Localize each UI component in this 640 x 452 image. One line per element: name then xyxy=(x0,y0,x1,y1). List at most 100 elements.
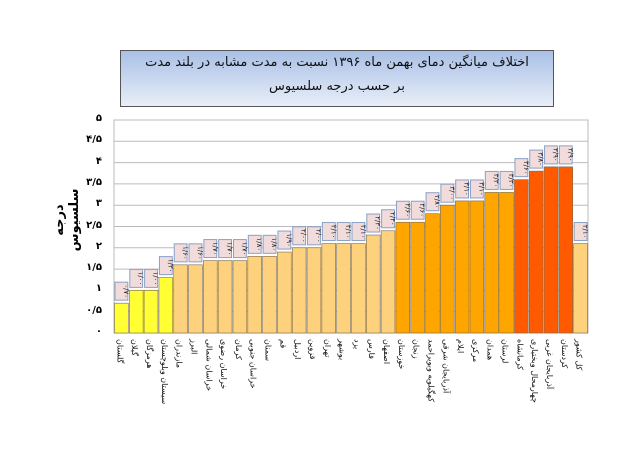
y-tick-label: ۱/۵ xyxy=(86,262,102,274)
data-label: ۱/۷۰ xyxy=(240,242,248,256)
bar xyxy=(484,192,499,334)
data-label-box xyxy=(158,256,173,276)
x-tick-label: زنجان xyxy=(411,339,421,359)
bar xyxy=(469,200,485,334)
data-label: ۳/۳۰ xyxy=(507,174,515,188)
x-tick-label: خوزستان xyxy=(396,339,406,370)
data-label: ۱/۳۰ xyxy=(166,259,174,273)
bar xyxy=(158,277,174,334)
data-label-box xyxy=(307,226,321,246)
bar xyxy=(173,264,188,334)
x-tick-label: گلستان xyxy=(115,339,125,364)
chart-title-box: اختلاف میانگین دمای بهمن ماه ۱۳۹۶ نسبت ب… xyxy=(120,50,554,107)
x-tick-label: گیلان xyxy=(130,339,140,356)
bar xyxy=(440,204,455,334)
bar xyxy=(366,234,381,334)
data-label: ۰/۷۰ xyxy=(122,284,130,298)
y-tick-label: ۳/۵ xyxy=(86,176,102,188)
x-tick-label: خراسان رضوی xyxy=(219,339,229,390)
chart-subtitle: بر حسب درجه سلسیوس xyxy=(269,79,405,94)
y-tick-label: ۴ xyxy=(95,155,102,167)
y-tick-label: ۳ xyxy=(95,198,102,210)
data-label-box xyxy=(395,200,410,220)
data-label-box xyxy=(484,170,499,190)
bar xyxy=(573,243,588,334)
y-tick-label: ۲ xyxy=(95,240,102,252)
data-label: ۲/۱۰ xyxy=(581,225,589,239)
x-tick-label: اصفهان xyxy=(382,339,392,365)
data-label-box xyxy=(203,239,218,259)
bar xyxy=(277,251,292,334)
data-label-box xyxy=(514,158,529,178)
x-tick-label: سمنان xyxy=(263,339,273,362)
x-tick-label: چهارمحال وبختیاری xyxy=(530,339,540,403)
data-label-box xyxy=(558,145,573,165)
data-label: ۳/۹۰ xyxy=(566,148,574,162)
data-label: ۲/۰۰ xyxy=(314,229,322,243)
data-label: ۲/۶۰ xyxy=(403,203,411,217)
y-tick-label: ۰/۵ xyxy=(86,304,102,316)
bar xyxy=(410,221,425,334)
y-tick-label: ۴/۵ xyxy=(86,134,102,146)
data-label-box xyxy=(529,149,544,169)
y-tick-label: ۵ xyxy=(95,113,102,124)
data-label: ۳/۶۰ xyxy=(522,161,530,175)
bar xyxy=(351,243,366,334)
x-tick-label: تهران xyxy=(322,339,332,358)
bar xyxy=(454,200,470,334)
data-label: ۳/۹۰ xyxy=(551,148,559,162)
data-label: ۲/۱۰ xyxy=(329,225,337,239)
bar xyxy=(528,170,544,334)
x-tick-label: کهگیلویه وبویراحمد xyxy=(426,339,436,403)
x-tick-label: کردستان xyxy=(559,339,569,369)
data-label-box xyxy=(410,200,425,220)
data-label: ۱/۰۰ xyxy=(137,272,145,286)
x-tick-label: خراسان جنوبی xyxy=(248,339,258,389)
bar xyxy=(143,290,159,334)
data-label-box xyxy=(544,145,558,165)
bar xyxy=(558,166,573,334)
x-tick-label: کرمانشاه xyxy=(515,339,525,370)
data-label: ۱/۰۰ xyxy=(152,272,160,286)
bar xyxy=(514,179,529,334)
data-label: ۲/۳۰ xyxy=(374,216,382,230)
data-label: ۱/۶۰ xyxy=(196,246,204,260)
x-tick-label: قم xyxy=(278,339,288,349)
bar xyxy=(129,290,144,334)
data-label: ۲/۱۰ xyxy=(359,225,367,239)
bar xyxy=(203,260,218,334)
data-label: ۱/۹۰ xyxy=(285,233,293,247)
x-tick-label: مرکزی xyxy=(470,339,480,363)
bar xyxy=(425,213,440,334)
data-label-box xyxy=(218,239,232,259)
bar xyxy=(306,247,322,334)
data-label-box xyxy=(455,179,469,199)
data-label: ۱/۸۰ xyxy=(255,237,263,251)
x-tick-label: فارس xyxy=(367,339,377,359)
data-label: ۳/۸۰ xyxy=(537,152,545,166)
x-tick-label: قزوین xyxy=(307,339,317,360)
data-label: ۲/۱۰ xyxy=(344,225,352,239)
bar xyxy=(232,260,248,334)
data-label-box xyxy=(366,213,381,233)
x-tick-label: اردبیل xyxy=(293,339,303,360)
bar xyxy=(336,243,351,334)
bar xyxy=(114,302,129,334)
data-label: ۲/۶۰ xyxy=(418,203,426,217)
x-tick-label: کرمان xyxy=(233,339,243,360)
data-label-box xyxy=(114,281,129,301)
data-label-box xyxy=(173,243,188,263)
data-label-box xyxy=(247,234,262,254)
data-label: ۲/۴۰ xyxy=(389,212,397,226)
x-tick-label: بوشهر xyxy=(337,339,347,361)
x-tick-label: هرمزگان xyxy=(145,339,155,369)
data-label-box xyxy=(262,234,277,254)
x-tick-label: یزد xyxy=(352,339,362,350)
data-label-box xyxy=(292,226,307,246)
x-tick-label: ایلام xyxy=(456,339,466,354)
data-label: ۱/۷۰ xyxy=(226,242,234,256)
data-label: ۳/۱۰ xyxy=(477,182,485,196)
x-tick-label: آذربایجان غربی xyxy=(544,339,554,390)
x-tick-label: البرز xyxy=(189,339,199,355)
